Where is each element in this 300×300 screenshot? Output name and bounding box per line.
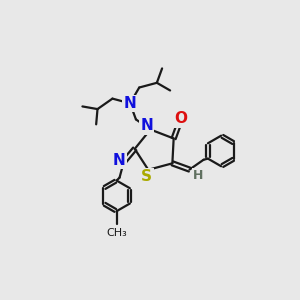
Text: H: H (193, 169, 203, 182)
Text: N: N (124, 96, 136, 111)
Text: S: S (141, 169, 152, 184)
Text: O: O (174, 111, 187, 126)
Text: N: N (113, 153, 126, 168)
Text: CH₃: CH₃ (106, 228, 127, 238)
Text: N: N (140, 118, 153, 134)
